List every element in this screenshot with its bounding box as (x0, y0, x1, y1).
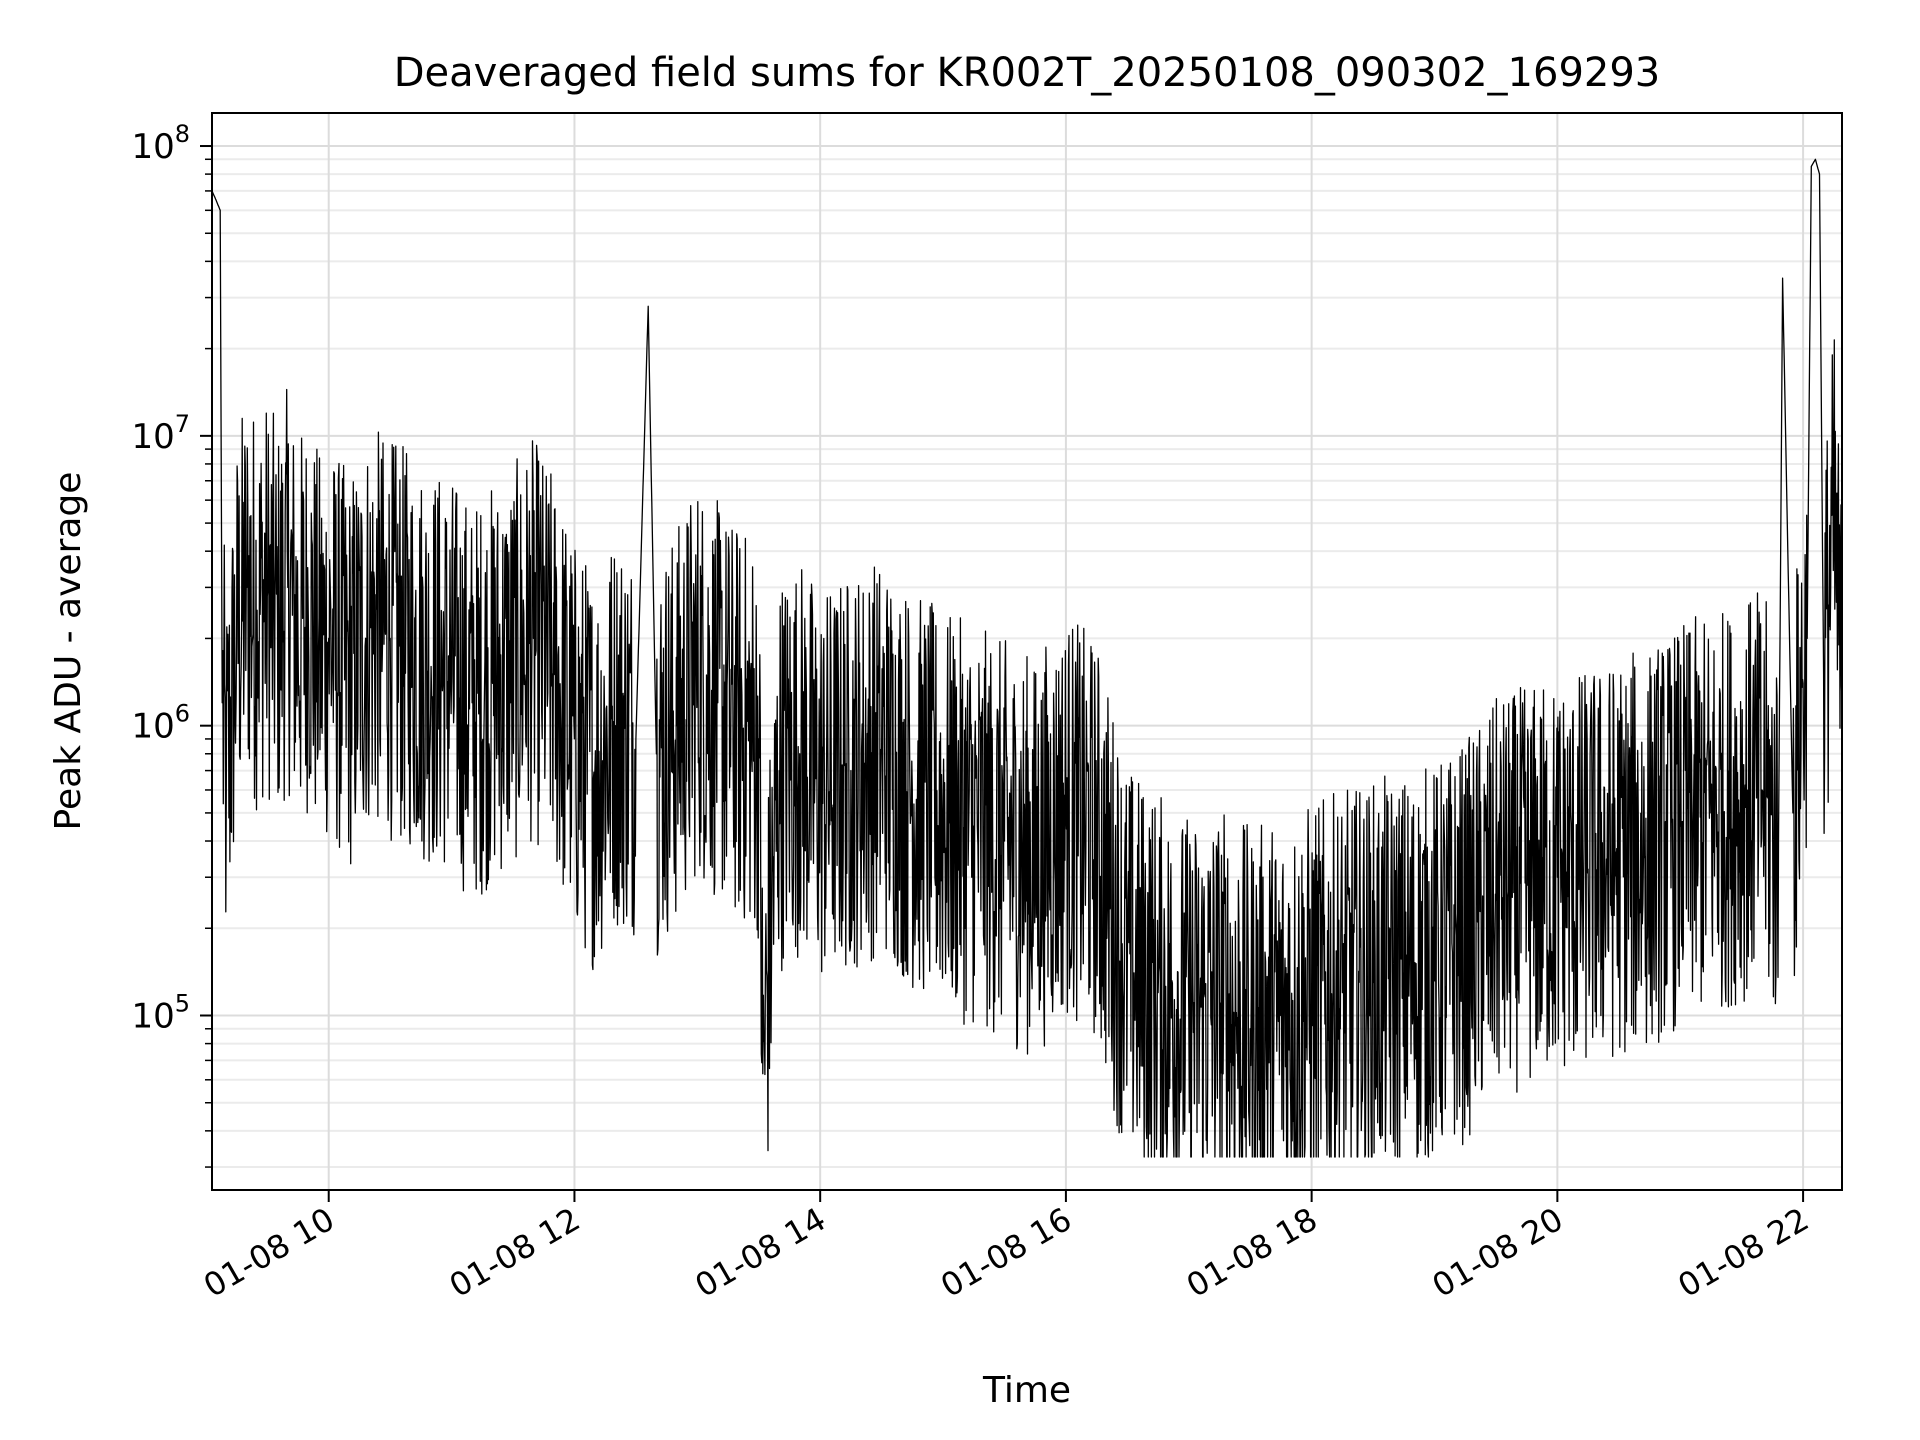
x-tick-label: 01-08 14 (689, 1200, 833, 1305)
x-tick-label: 01-08 20 (1426, 1200, 1570, 1305)
x-tick-label: 01-08 18 (1180, 1200, 1324, 1305)
x-tick-label: 01-08 12 (443, 1200, 587, 1305)
y-tick-label: 107 (131, 410, 190, 457)
x-axis-label: Time (982, 1370, 1071, 1411)
x-tick-label: 01-08 22 (1671, 1200, 1815, 1305)
y-tick-label: 105 (131, 990, 190, 1037)
y-tick-label: 106 (131, 700, 190, 747)
x-tick-label: 01-08 10 (197, 1200, 341, 1305)
x-axis-ticks: 01-08 10 01-08 12 01-08 14 01-08 16 01-08 18… (197, 1190, 1815, 1305)
chart-title: Deaveraged field sums for KR002T_2025010… (394, 50, 1661, 96)
x-tick-label: 01-08 16 (934, 1200, 1078, 1305)
y-axis-label: Peak ADU - average (48, 472, 89, 831)
series-line (211, 158, 1843, 1158)
y-axis-ticks: 105 106 107 108 (131, 120, 212, 1168)
y-tick-label: 108 (131, 120, 190, 167)
plot-frame (211, 112, 1843, 1191)
